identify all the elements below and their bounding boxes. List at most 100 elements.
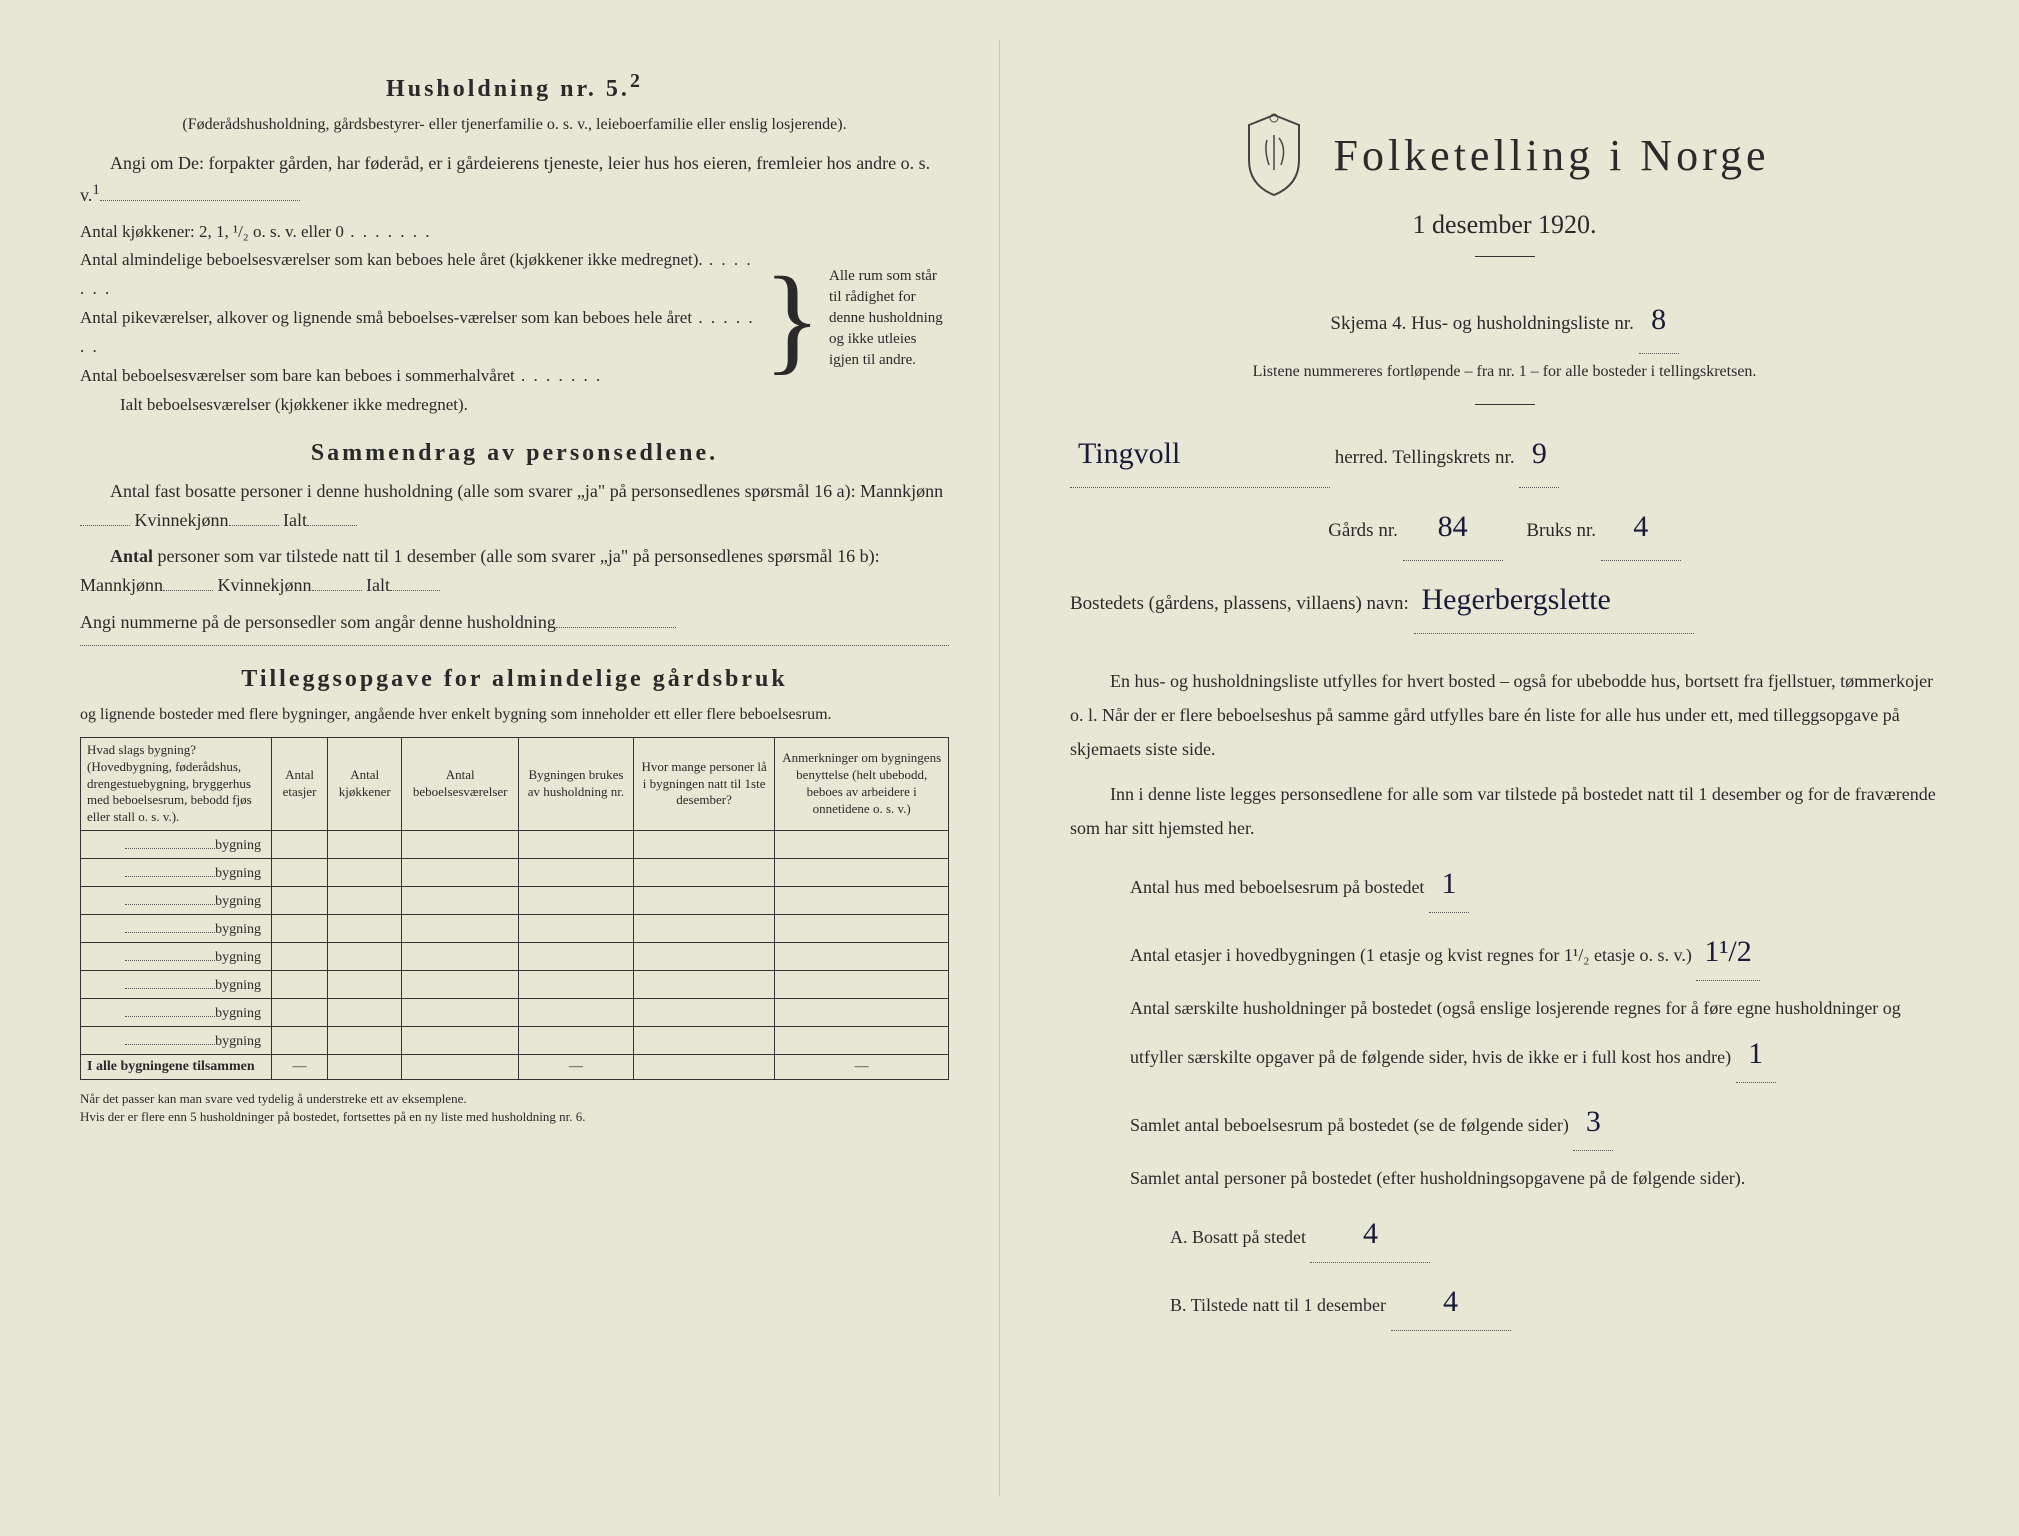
row-blank [125,1031,215,1045]
total-label: I alle bygningene tilsammen [81,1055,272,1080]
th-3: Antal beboelsesværelser [402,737,519,830]
q4-label: Samlet antal beboelsesrum på bostedet (s… [1130,1115,1569,1135]
q3-label: Antal særskilte husholdninger på bostede… [1130,998,1901,1067]
th-6: Anmerkninger om bygningens benyttelse (h… [775,737,949,830]
s-p1-a: Antal fast bosatte personer i denne hush… [110,481,943,501]
tillegg-sub: og lignende bosteder med flere bygninger… [80,703,949,727]
row-label: bygning [215,922,261,937]
row-blank [125,975,215,989]
q3-line: Antal særskilte husholdninger på bostede… [1130,991,1939,1083]
row-blank [125,1003,215,1017]
herred-hw: Tingvoll [1070,421,1330,488]
s-blank5 [312,573,362,591]
table-total-row: I alle bygningene tilsammen ——— [81,1055,949,1080]
herred-label: herred. Tellingskrets nr. [1335,447,1515,468]
q5b-line: B. Tilstede natt til 1 desember 4 [1170,1273,1939,1331]
s-blank4 [163,573,213,591]
skjema-label: Skjema 4. Hus- og husholdningsliste nr. [1330,313,1633,334]
q3-hw: 1 [1736,1025,1776,1083]
bygning-table: Hvad slags bygning? (Hovedbygning, føder… [80,737,949,1080]
row-blank [125,863,215,877]
tillegg-title: Tilleggsopgave for almindelige gårdsbruk [80,666,949,693]
angi-blank [100,183,300,201]
table-row: bygning [81,859,949,887]
left-page: Husholdning nr. 5.2 (Føderådshusholdning… [30,40,1000,1496]
angi-para: Angi om De: forpakter gården, har føderå… [80,149,949,210]
h5-subtitle: (Føderådshusholdning, gårdsbestyrer- ell… [80,113,949,137]
row-label: bygning [215,894,261,909]
table-header-row: Hvad slags bygning? (Hovedbygning, føder… [81,737,949,830]
s-p2-bold: Antal [110,546,153,566]
right-page: Folketelling i Norge 1 desember 1920. Sk… [1000,40,1989,1496]
bosted-hw: Hegerbergslette [1414,567,1694,634]
th-1: Antal etasjer [271,737,327,830]
table-row: bygning [81,915,949,943]
divider2 [1475,404,1535,405]
main-title: Folketelling i Norge [1333,130,1769,181]
s-blank2 [229,508,279,526]
brace-line-0: Antal kjøkkener: 2, 1, ¹/₂ o. s. v. elle… [80,218,755,247]
brace-symbol: } [763,265,821,373]
s-underline [80,645,949,646]
q2-hw: 1¹/2 [1696,923,1759,981]
q4-line: Samlet antal beboelsesrum på bostedet (s… [1130,1093,1939,1151]
sammendrag-p2: Antal personer som var tilstede natt til… [80,542,949,600]
para-2: Inn i denne liste legges personsedlene f… [1070,777,1939,845]
table-row: bygning [81,971,949,999]
q1-hw: 1 [1429,855,1469,913]
table-row: bygning [81,831,949,859]
angi-sup: 1 [92,182,100,198]
q5a-label: A. Bosatt på stedet [1170,1227,1306,1247]
row-blank [125,947,215,961]
gards-line: Gårds nr. 84 Bruks nr. 4 [1070,494,1939,561]
q1-label: Antal hus med beboelsesrum på bostedet [1130,877,1424,897]
q1-line: Antal hus med beboelsesrum på bostedet 1 [1130,855,1939,913]
row-label: bygning [215,866,261,881]
brace-line-1: Antal almindelige beboelsesværelser som … [80,246,755,304]
krets-nr-hw: 9 [1519,421,1559,488]
brace-left-col: Antal kjøkkener: 2, 1, ¹/₂ o. s. v. elle… [80,218,755,420]
s-blank6 [390,573,440,591]
table-row: bygning [81,1027,949,1055]
th-5: Hvor mange personer lå i bygningen natt … [633,737,775,830]
q5-line: Samlet antal personer på bostedet (efter… [1130,1161,1939,1195]
brace-right-text: Alle rum som står til rådighet for denne… [829,266,949,371]
table-row: bygning [81,887,949,915]
h5-title-text: Husholdning nr. 5. [386,76,630,102]
q4-hw: 3 [1573,1093,1613,1151]
skjema-line: Skjema 4. Hus- og husholdningsliste nr. … [1070,287,1939,354]
q5a-line: A. Bosatt på stedet 4 [1170,1205,1939,1263]
gards-nr-hw: 84 [1403,494,1503,561]
s-blank7 [556,610,676,628]
table-row: bygning [81,943,949,971]
s-blank3 [307,508,357,526]
q2-line: Antal etasjer i hovedbygningen (1 etasje… [1130,923,1939,981]
th-4: Bygningen brukes av husholdning nr. [519,737,634,830]
row-blank [125,835,215,849]
liste-nr-hw: 8 [1639,287,1679,354]
row-blank [125,891,215,905]
subtitle: 1 desember 1920. [1070,210,1939,240]
s-p2-c: Ialt [366,575,390,595]
q2-label: Antal etasjer i hovedbygningen (1 etasje… [1130,945,1692,965]
s-blank1 [80,508,130,526]
brace-block: Antal kjøkkener: 2, 1, ¹/₂ o. s. v. elle… [80,218,949,420]
bruks-label: Bruks nr. [1526,520,1596,541]
row-label: bygning [215,950,261,965]
gards-label: Gårds nr. [1328,520,1398,541]
th-2: Antal kjøkkener [328,737,402,830]
crest-icon [1239,110,1309,200]
brace-line-4: Ialt beboelsesværelser (kjøkkener ikke m… [120,391,755,420]
s-p2-b: Kvinnekjønn [218,575,312,595]
s-p3-text: Angi nummerne på de personsedler som ang… [80,612,556,632]
sammendrag-title: Sammendrag av personsedlene. [80,440,949,467]
row-label: bygning [215,978,261,993]
row-label: bygning [215,838,261,853]
bruks-nr-hw: 4 [1601,494,1681,561]
s-p1-c: Ialt [283,510,307,530]
sammendrag-p1: Antal fast bosatte personer i denne hush… [80,477,949,535]
q5b-hw: 4 [1391,1273,1511,1331]
h5-sup: 2 [630,70,643,92]
skjema-sub: Listene nummereres fortløpende – fra nr.… [1070,360,1939,384]
bosted-line: Bostedets (gårdens, plassens, villaens) … [1070,567,1939,634]
